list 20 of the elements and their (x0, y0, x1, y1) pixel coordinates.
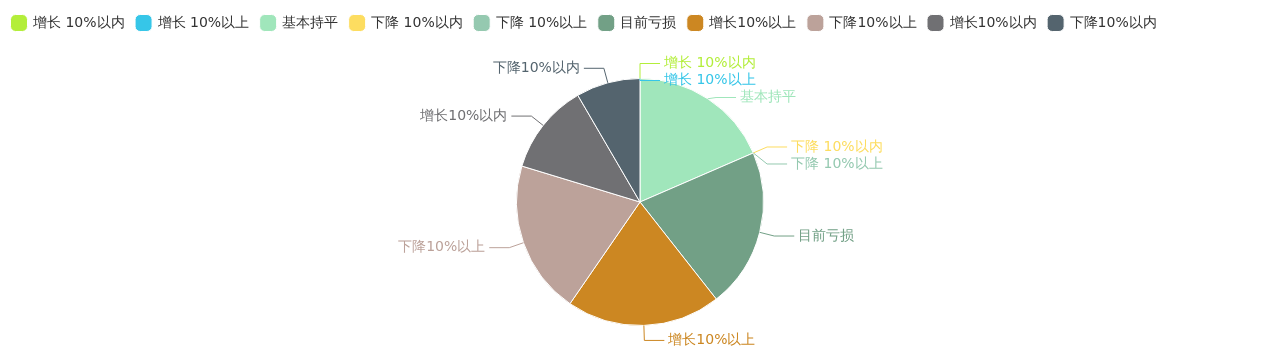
legend-label: 下降 10%以内 (371, 13, 463, 30)
legend-label: 增长 10%以上 (156, 13, 250, 30)
slice-label: 增长10%以内 (419, 106, 508, 123)
slice-label: 目前亏损 (798, 226, 855, 243)
category-label: 增长 10%以上 (664, 71, 756, 88)
slice-label: 基本持平 (740, 88, 797, 105)
legend-label: 目前亏损 (620, 13, 677, 30)
legend-label: 下降10%以上 (829, 13, 917, 30)
legend-label: 下降10%以内 (1069, 13, 1157, 30)
category-label: 下降 10%以上 (791, 154, 883, 171)
category-label: 下降 10%以内 (791, 137, 883, 154)
legend-label: 下降 10%以上 (495, 13, 588, 30)
legend-label: 增长10%以内 (948, 13, 1037, 30)
legend-label: 增长 10%以内 (32, 13, 125, 30)
legend-label: 基本持平 (282, 13, 339, 30)
slice-label: 下降10%以上 (398, 238, 486, 255)
slice-label: 增长10%以上 (667, 331, 756, 348)
legend-label: 增长10%以上 (708, 13, 797, 30)
slice-label: 下降10%以内 (492, 58, 580, 75)
category-label: 增长 10%以内 (664, 54, 756, 71)
